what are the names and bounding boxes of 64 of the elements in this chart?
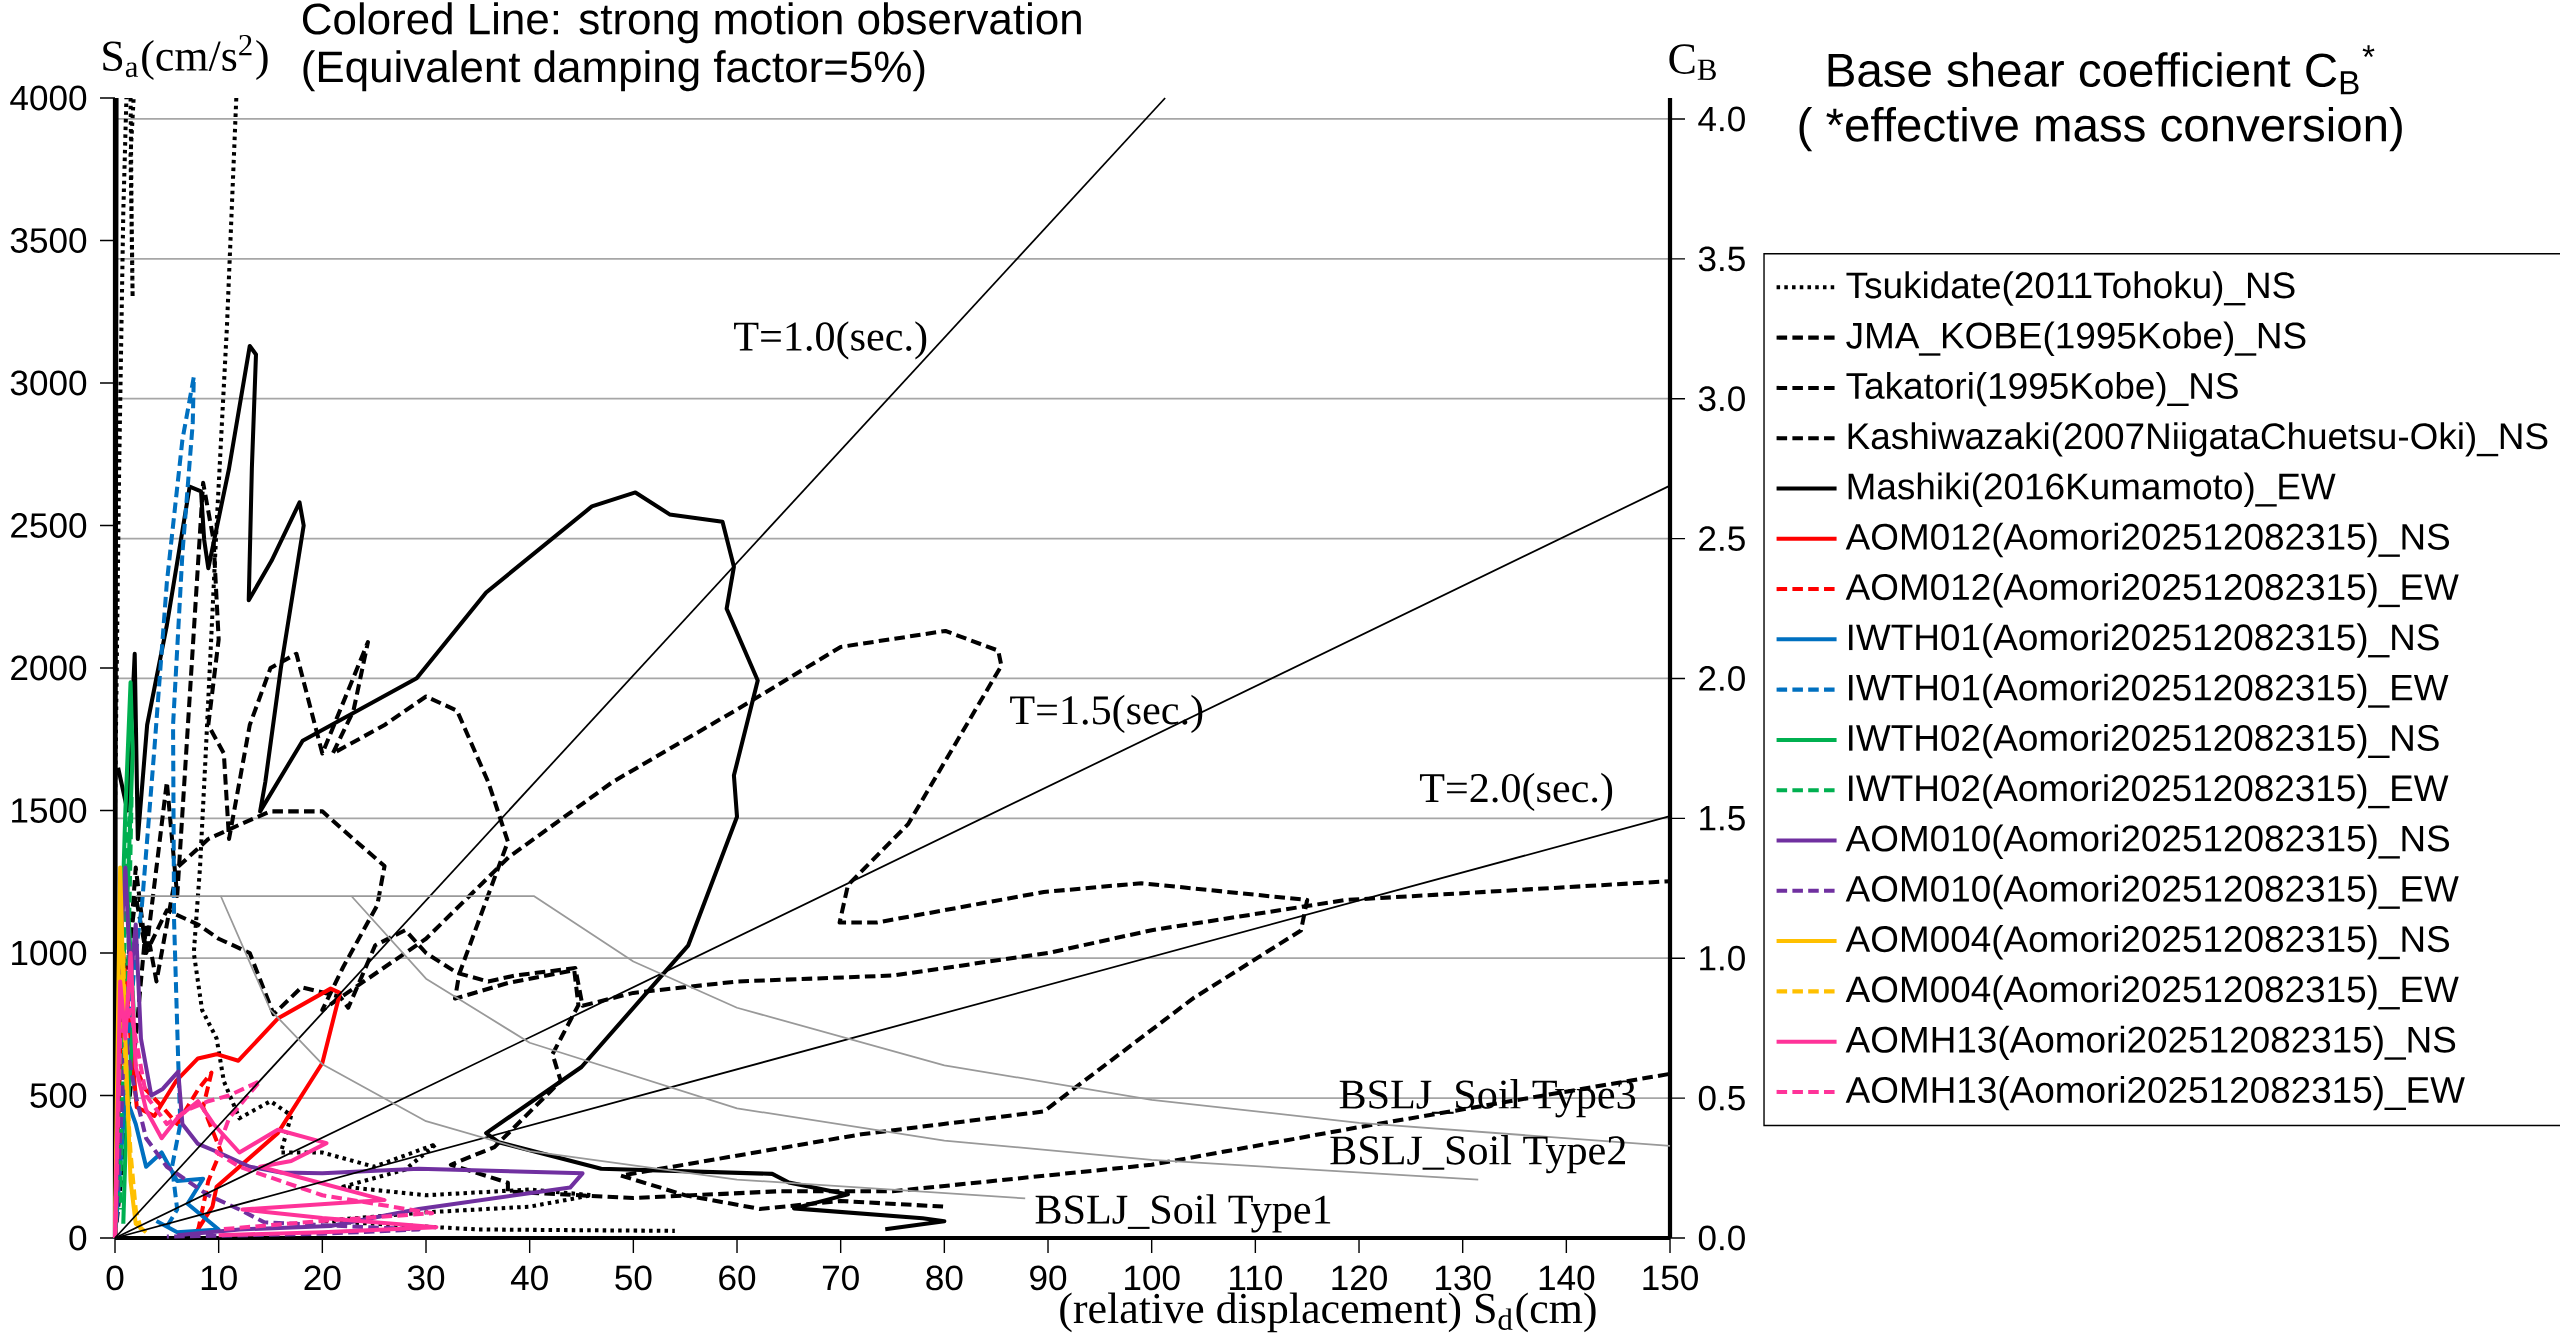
x-tick-label: 90 <box>1030 1265 1067 1291</box>
x-tick-label: 0 <box>106 1265 124 1291</box>
annotation: BSLJ_Soil Type3 <box>1339 1079 1636 1118</box>
annotation: BSLJ_Soil Type2 <box>1330 1134 1626 1174</box>
y-tick-label: 500 <box>30 1083 87 1108</box>
legend-label: Mashiki(2016Kumamoto)_EW <box>1848 472 2336 507</box>
x-tick-label: 20 <box>304 1265 341 1291</box>
legend-label: IWTH02(Aomori202512082315)_EW <box>1849 774 2449 809</box>
x-tick-label: 30 <box>407 1265 445 1291</box>
x-tick-label: 150 <box>1643 1265 1698 1291</box>
x-axis-title: (relative displacement) S$_{d}$(cm) <box>1060 1292 1596 1333</box>
legend-label: Tsukidate(2011Tohoku)_NS <box>1846 271 2295 306</box>
y2-tick-label: 3.0 <box>1698 386 1745 412</box>
x-tick-label: 120 <box>1332 1265 1387 1291</box>
y2-axis-title: C$_{B}$ <box>1669 44 1716 80</box>
legend-label: AOM004(Aomori202512082315)_EW <box>1845 975 2459 1010</box>
legend-label: IWTH02(Aomori202512082315)_NS <box>1849 723 2439 759</box>
legend-label: IWTH01(Aomori202512082315)_EW <box>1849 673 2449 709</box>
annotation: T=1.0(sec.) <box>734 321 927 360</box>
text: ( *effective mass conversion) <box>1799 106 2402 152</box>
legend-label: AOMH13(Aomori202512082315)_EW <box>1845 1075 2465 1111</box>
y2-tick-label: 0.0 <box>1698 1225 1745 1251</box>
legend-label: AOM004(Aomori202512082315)_NS <box>1845 925 2450 960</box>
y2-tick-label: 2.5 <box>1699 526 1745 552</box>
x-tick-label: 130 <box>1436 1265 1491 1291</box>
y-tick-label: 2500 <box>11 513 87 538</box>
y2-tick-label: 1.0 <box>1700 945 1745 971</box>
annotation: T=1.5(sec.) <box>1010 694 1203 734</box>
y-axis-title: S$_{a}$(cm/s$^{2}$) <box>103 34 268 80</box>
annotation: T=2.0(sec.) <box>1419 772 1613 811</box>
y2-tick-label: 1.5 <box>1700 806 1745 831</box>
x-tick-label: 100 <box>1125 1265 1180 1291</box>
legend-label: AOM010(Aomori202512082315)_EW <box>1845 874 2459 910</box>
x-tick-label: 60 <box>719 1265 756 1291</box>
legend-label: AOMH13(Aomori202512082315)_NS <box>1845 1025 2456 1061</box>
legend-label: Takatori(1995Kobe)_NS <box>1846 371 2238 407</box>
y2-tick-label: 3.5 <box>1698 246 1745 272</box>
chart-subtitle: (Equivalent damping factor=5%) <box>303 50 925 92</box>
legend-label: JMA_KOBE(1995Kobe)_NS <box>1846 321 2306 357</box>
legend-label: Kashiwazaki(2007NiigataChuetsu-Oki)_NS <box>1848 422 2548 457</box>
legend-label: AOM012(Aomori202512082315)_EW <box>1845 573 2459 608</box>
y-tick-label: 1500 <box>12 798 87 823</box>
y-tick-label: 2000 <box>11 655 87 681</box>
x-tick-label: 140 <box>1539 1265 1595 1291</box>
y2-tick-label: 2.0 <box>1699 666 1745 691</box>
y-tick-label: 1000 <box>12 940 87 966</box>
y2-tick-label: 4.0 <box>1698 106 1745 132</box>
y-tick-label: 4000 <box>10 85 87 111</box>
legend-label: AOM012(Aomori202512082315)_NS <box>1845 522 2450 558</box>
y-tick-label: 0 <box>69 1225 87 1251</box>
x-tick-label: 110 <box>1230 1265 1283 1291</box>
x-tick-label: 70 <box>822 1265 859 1291</box>
text: Base shear coefficient C$_{B}$* <box>1828 45 2375 95</box>
x-tick-label: 10 <box>201 1265 237 1291</box>
x-tick-label: 50 <box>615 1265 652 1291</box>
annotation: BSLJ_Soil Type1 <box>1035 1194 1331 1233</box>
x-tick-label: 40 <box>510 1265 548 1291</box>
x-tick-label: 80 <box>926 1265 963 1291</box>
chart-title: Colored Line: strong motion observation <box>302 2 1081 44</box>
legend-label: AOM010(Aomori202512082315)_NS <box>1845 824 2450 859</box>
legend-label: IWTH01(Aomori202512082315)_NS <box>1849 623 2439 658</box>
y-tick-label: 3000 <box>10 370 87 396</box>
y-tick-label: 3500 <box>10 228 87 253</box>
y2-tick-label: 0.5 <box>1698 1085 1745 1111</box>
